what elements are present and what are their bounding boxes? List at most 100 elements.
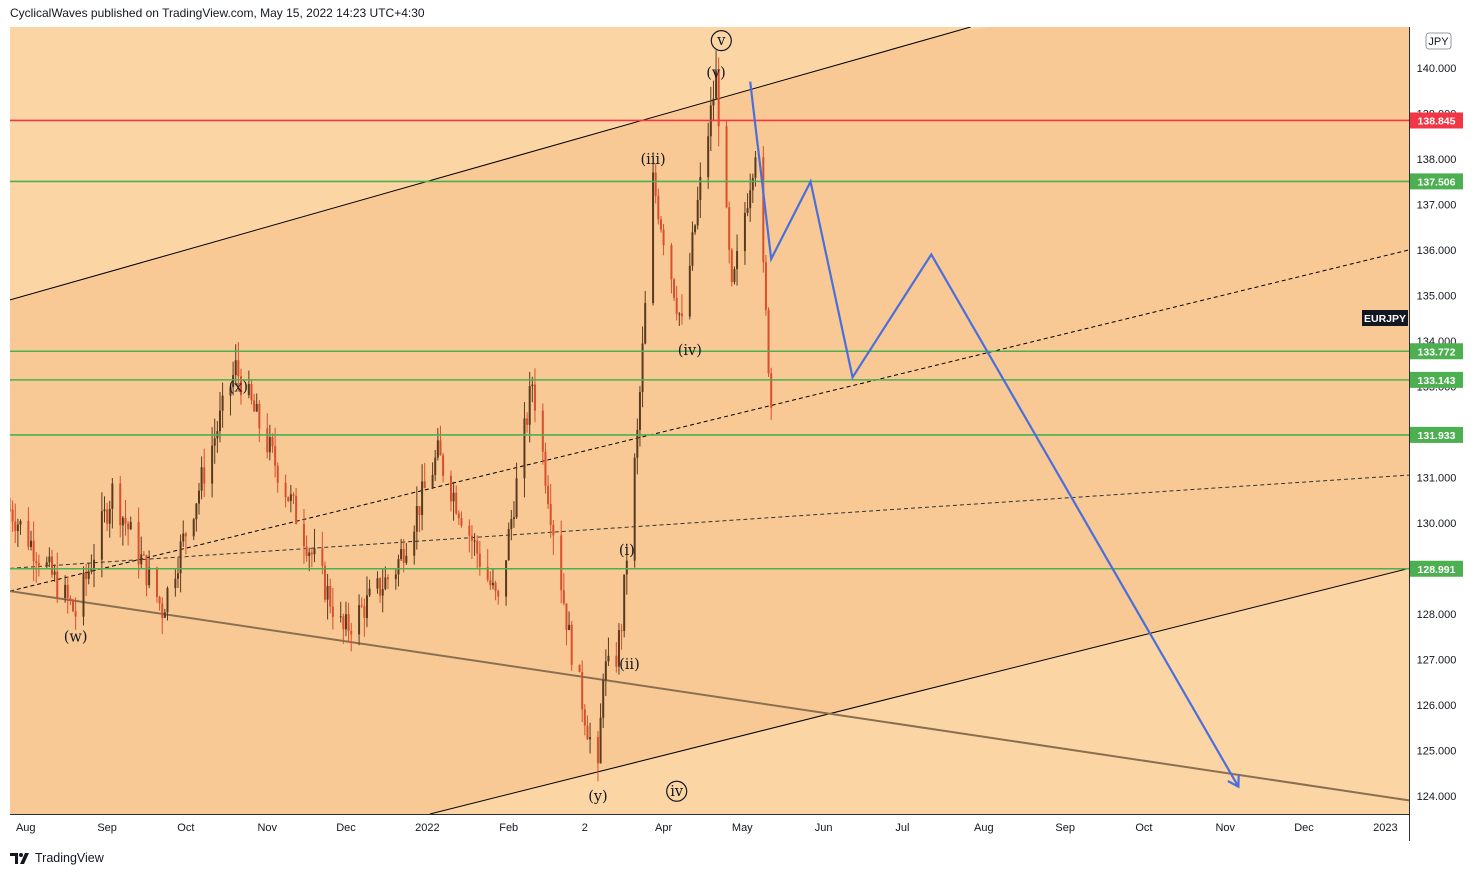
candle-body [570, 624, 573, 665]
y-tick-label: 130.000 [1417, 518, 1457, 530]
candle-body [583, 709, 586, 726]
candle-body [400, 549, 403, 560]
x-tick-label: Dec [336, 822, 356, 834]
candle-body [92, 559, 95, 570]
candle-body [310, 552, 313, 555]
level-tag-137.506: 137.506 [1418, 176, 1456, 188]
candle-body [386, 577, 389, 580]
candle-body [37, 563, 40, 566]
candle-body [56, 571, 59, 598]
projection-arrowhead [1227, 774, 1240, 789]
candle-body [607, 655, 610, 662]
candle-body [457, 513, 460, 519]
y-tick-label: 127.000 [1417, 654, 1457, 666]
level-tag-bg-131.933 [1410, 426, 1463, 443]
y-tick-label: 137.000 [1417, 199, 1457, 211]
symbol-tag: EURJPY [1362, 310, 1408, 326]
candle-body [221, 395, 224, 411]
x-tick-label: Jun [815, 822, 833, 834]
candle-body [625, 560, 628, 575]
candle-body [733, 269, 736, 283]
candle-body [397, 559, 400, 575]
circled-wave-label: iv [670, 784, 684, 800]
candle-body [64, 584, 67, 598]
candle-body [308, 552, 311, 557]
candle-body [675, 297, 678, 314]
candle-body [712, 98, 715, 106]
candle-body [211, 445, 214, 484]
candle-body [460, 518, 463, 526]
candle-body [707, 136, 710, 178]
trendline-3 [10, 249, 1409, 592]
candle-body [405, 555, 408, 563]
candle-body [688, 265, 691, 317]
wave-label: (iv) [678, 343, 702, 359]
candle-body [258, 403, 261, 429]
candle-body [295, 495, 298, 524]
candle-body [662, 229, 665, 246]
candle-body [140, 554, 143, 565]
candle-body [623, 574, 626, 631]
candle-body [497, 590, 500, 597]
candle-body [486, 566, 489, 580]
candle-body [174, 578, 177, 589]
candle-body [470, 535, 473, 541]
candle-body [100, 511, 103, 560]
candle-body [35, 561, 38, 564]
candle-body [376, 578, 379, 589]
candle-body [384, 577, 387, 590]
candle-body [620, 630, 623, 632]
wave-label: (i) [619, 543, 635, 559]
level-tag-133.772: 133.772 [1418, 346, 1456, 358]
candle-body [617, 630, 620, 667]
y-tick-label: 126.000 [1417, 700, 1457, 712]
candle-body [197, 490, 200, 504]
candle-body [32, 540, 35, 562]
circled-wave-label: v [716, 33, 726, 49]
candle-body [82, 573, 85, 617]
candle-body [652, 172, 655, 304]
candle-body [271, 437, 274, 447]
level-tag-bg-138.845 [1410, 112, 1463, 129]
currency-badge [1425, 32, 1452, 50]
candle-body [119, 483, 122, 526]
candle-body [604, 661, 607, 681]
candle-body [145, 555, 148, 586]
y-tick-label: 138.000 [1417, 154, 1457, 166]
candle-body [749, 190, 752, 209]
x-tick-label: 2022 [415, 822, 439, 834]
candle-body [494, 582, 497, 591]
candle-body [751, 177, 754, 191]
wave-label: (x) [229, 379, 249, 395]
candle-body [728, 207, 731, 250]
candle-body [491, 582, 494, 586]
candle-body [699, 177, 702, 201]
candle-body [10, 509, 11, 511]
candle-body [45, 562, 48, 566]
candle-body [691, 232, 694, 266]
candle-body [442, 455, 445, 476]
x-tick-label: Oct [177, 822, 194, 834]
candle-body [166, 588, 169, 613]
circled-wave-ring [710, 30, 732, 52]
level-tag-bg-133.143 [1410, 371, 1463, 388]
x-tick-label: Dec [1294, 822, 1314, 834]
candle-body [339, 616, 342, 618]
candle-body [431, 474, 434, 488]
candle-body [71, 600, 74, 612]
candle-body [124, 517, 127, 524]
candle-body [179, 541, 182, 574]
candle-body [673, 279, 676, 298]
candle-body [581, 671, 584, 710]
y-tick-label: 135.000 [1417, 290, 1457, 302]
y-tick-label: 128.000 [1417, 609, 1457, 621]
candle-body [696, 200, 699, 226]
candle-body [552, 525, 555, 536]
x-tick-label: May [732, 822, 753, 834]
level-tag-bg-133.772 [1410, 343, 1463, 360]
tradingview-footer[interactable]: TradingView [10, 851, 104, 865]
tradingview-brand: TradingView [35, 851, 104, 865]
candle-body [90, 569, 93, 572]
candle-body [48, 556, 51, 563]
